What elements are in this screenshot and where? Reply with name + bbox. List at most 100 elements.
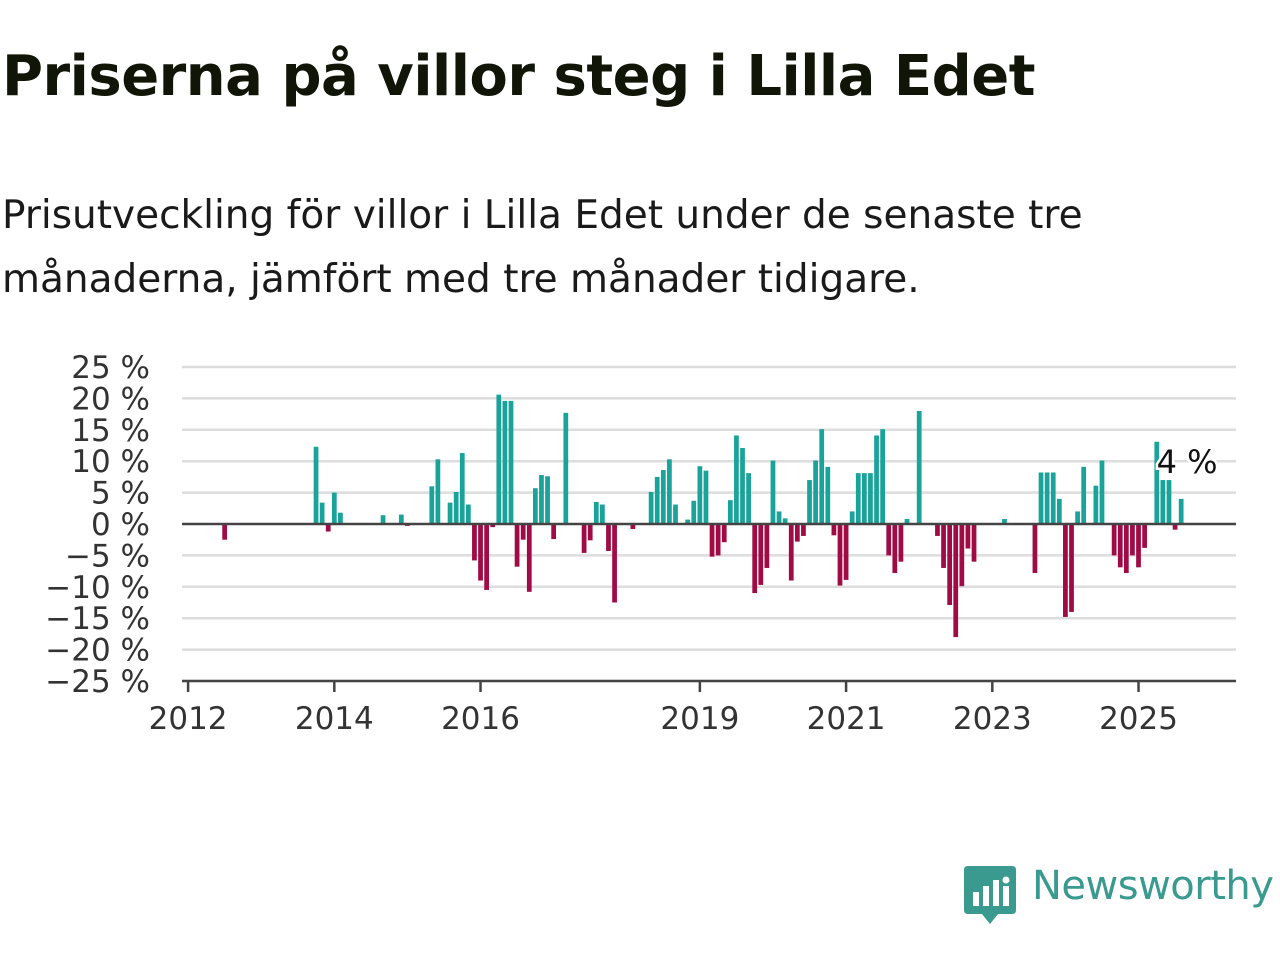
bar [447, 502, 453, 524]
bar [612, 524, 617, 603]
bar [831, 524, 837, 536]
bar [600, 504, 605, 524]
bar [502, 400, 508, 524]
bar [721, 524, 727, 543]
bar [587, 524, 593, 541]
bar [855, 473, 861, 524]
x-tick-label: 2025 [1099, 701, 1178, 737]
bar [776, 511, 782, 524]
bar [1075, 511, 1080, 524]
bar [514, 524, 520, 567]
bar [630, 524, 636, 530]
bar [478, 524, 483, 581]
bar [539, 475, 544, 524]
bar [654, 476, 660, 524]
bar [697, 466, 703, 524]
bar [1081, 466, 1087, 524]
bar [959, 524, 965, 587]
bar [532, 488, 538, 524]
bar [1002, 518, 1007, 524]
bar [874, 435, 879, 524]
y-tick-label: 10 % [71, 444, 150, 480]
bar [563, 412, 569, 524]
bar [837, 524, 843, 586]
last-value-annotation: 4 % [1157, 443, 1218, 481]
y-tick-label: −15 % [45, 601, 150, 637]
y-tick-label: 20 % [71, 381, 150, 417]
bar [758, 524, 764, 585]
bar [685, 519, 691, 524]
bar [606, 524, 611, 551]
bar [691, 500, 697, 524]
bar [764, 524, 770, 568]
bar [1099, 460, 1105, 524]
bar [313, 446, 319, 524]
y-tick-label: 5 % [91, 476, 150, 512]
bar [825, 466, 831, 524]
bar [459, 453, 465, 524]
bar [398, 514, 404, 524]
bar [429, 486, 435, 524]
bar [331, 492, 337, 524]
axes [182, 522, 1236, 692]
bar [551, 524, 557, 540]
bar [1142, 524, 1147, 548]
bar [843, 524, 849, 580]
bar [593, 502, 599, 524]
y-tick-label: −5 % [65, 538, 150, 574]
bar [971, 524, 977, 562]
bar [861, 473, 867, 524]
bar [953, 524, 959, 638]
bar [1123, 524, 1129, 573]
bar [472, 524, 477, 561]
x-tick-label: 2021 [807, 701, 886, 737]
x-tick-label: 2016 [441, 701, 520, 737]
bar [1063, 524, 1068, 617]
bar [1038, 472, 1044, 524]
bar [673, 504, 678, 524]
bar [338, 512, 343, 524]
bar [545, 476, 550, 524]
bar [715, 524, 721, 556]
bar [770, 460, 776, 524]
bar [880, 429, 886, 524]
bar [1056, 498, 1062, 524]
bar [1050, 472, 1056, 524]
bar [703, 470, 709, 524]
y-tick-label: −20 % [45, 633, 150, 669]
bar [490, 524, 496, 528]
y-tick-label: −10 % [45, 570, 150, 606]
bar [752, 524, 758, 594]
y-tick-label: 25 % [71, 350, 150, 386]
bar [1154, 441, 1160, 524]
bar [727, 500, 733, 524]
bar [1136, 524, 1141, 568]
bar [1044, 472, 1050, 524]
x-tick-label: 2023 [953, 701, 1032, 737]
bar [1178, 498, 1184, 524]
bar [465, 504, 471, 524]
bar [1160, 480, 1166, 524]
bar-chart: 25 %20 %15 %10 %5 %0 %−5 %−10 %−15 %−20 … [45, 350, 1236, 737]
bar [1032, 524, 1038, 573]
bar [935, 524, 940, 536]
bar [1093, 485, 1099, 524]
bar [1172, 524, 1178, 530]
bar [941, 524, 946, 568]
bar [1130, 524, 1135, 556]
bar [947, 524, 953, 606]
bar [709, 524, 715, 557]
bar [319, 502, 325, 524]
bar [782, 518, 788, 524]
bar [819, 429, 825, 524]
bar [788, 524, 794, 581]
bar [886, 524, 892, 556]
bar [794, 524, 800, 542]
bar [904, 518, 910, 524]
bar [435, 459, 441, 524]
y-tick-label: 15 % [71, 413, 150, 449]
newsworthy-chart-bubble-icon [964, 866, 1016, 924]
x-tick-label: 2014 [295, 701, 374, 737]
bar [660, 469, 666, 524]
x-tick-label: 2012 [149, 701, 228, 737]
